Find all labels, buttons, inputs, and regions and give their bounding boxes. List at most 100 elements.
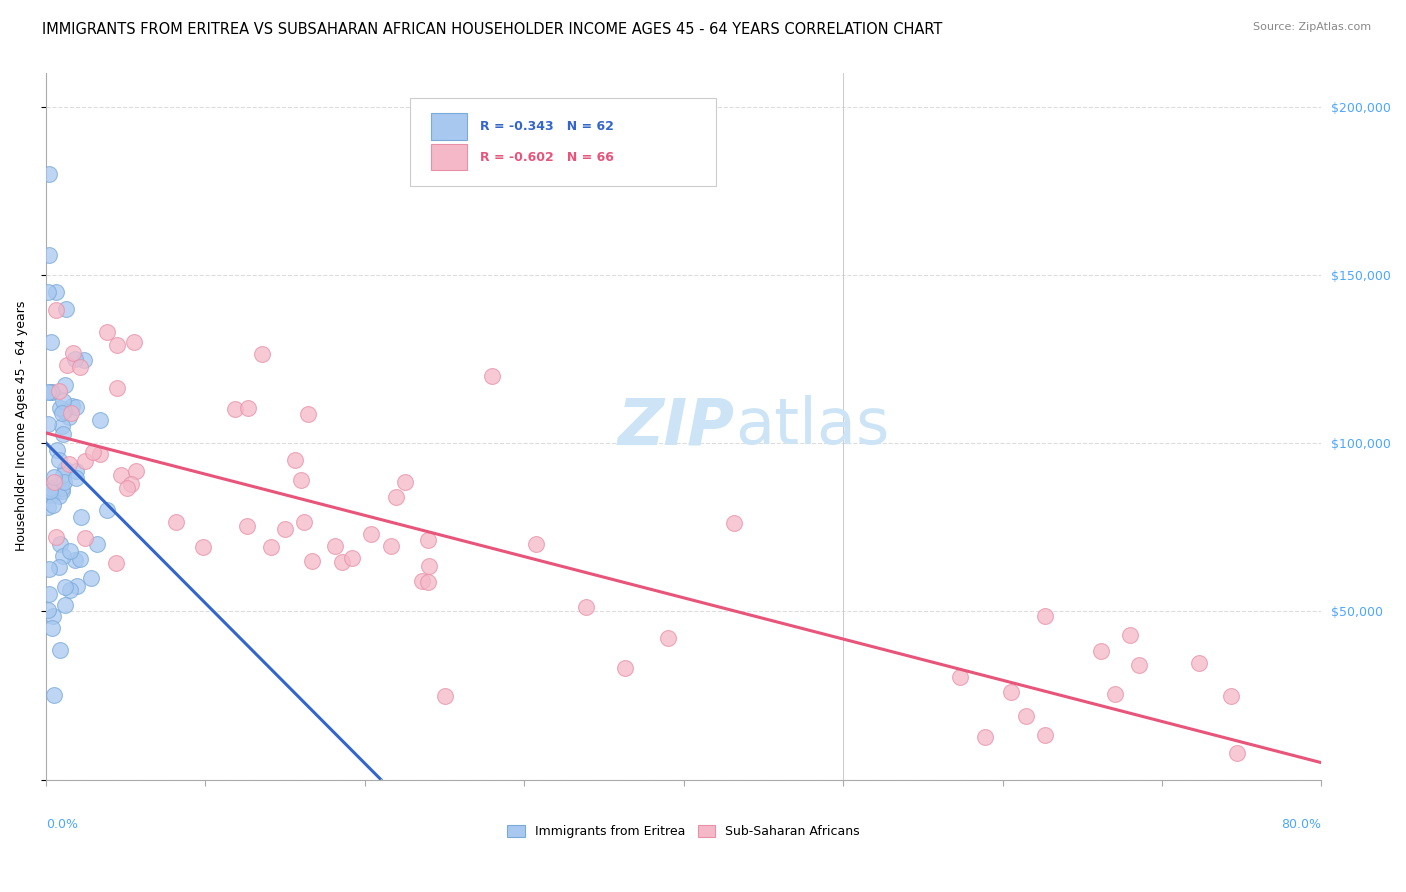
Point: [125, 464, 148, 478]
Text: ZIP: ZIP: [617, 395, 735, 458]
Point: [51, 418, 73, 433]
Point: [55, 580, 77, 594]
Text: Source: ZipAtlas.com: Source: ZipAtlas.com: [1253, 22, 1371, 32]
Point: [63, 351, 86, 366]
Point: [58, 409, 80, 424]
Point: [574, 600, 596, 615]
Point: [45, 530, 67, 544]
Point: [48, 559, 70, 574]
Point: [62, 345, 84, 359]
Point: [45, 303, 67, 318]
Point: [122, 335, 145, 350]
Point: [1220, 689, 1243, 703]
Point: [165, 516, 187, 530]
Point: [524, 536, 547, 550]
Point: [973, 731, 995, 745]
Point: [59, 582, 82, 597]
Point: [49, 643, 72, 657]
Point: [41, 488, 63, 502]
Point: [38, 587, 60, 601]
Point: [41, 621, 63, 635]
Point: [481, 368, 503, 383]
Point: [723, 516, 745, 530]
Point: [37, 417, 59, 431]
Point: [51, 482, 73, 496]
Text: 80.0%: 80.0%: [1281, 818, 1322, 831]
Bar: [432, 144, 467, 170]
Point: [80, 571, 103, 585]
Point: [120, 476, 142, 491]
Point: [86, 537, 108, 551]
Point: [284, 453, 307, 467]
Point: [1033, 609, 1056, 624]
Point: [70, 510, 93, 524]
Point: [1033, 728, 1056, 742]
Point: [301, 554, 323, 568]
Point: [42, 498, 65, 512]
Point: [52, 549, 75, 564]
Point: [48, 453, 70, 467]
Point: [49, 537, 72, 551]
Point: [73, 531, 96, 545]
Point: [418, 558, 440, 573]
Point: [49, 401, 72, 415]
Point: [53, 461, 76, 475]
Point: [51, 406, 73, 420]
Point: [385, 490, 408, 504]
Text: R = -0.602   N = 66: R = -0.602 N = 66: [479, 151, 613, 163]
Point: [394, 475, 416, 489]
Point: [52, 404, 75, 418]
Point: [39, 483, 62, 498]
Point: [65, 579, 87, 593]
Point: [104, 556, 127, 570]
Point: [96, 503, 118, 517]
Point: [38, 487, 60, 501]
Point: [238, 401, 260, 416]
Point: [59, 543, 82, 558]
Point: [82, 444, 104, 458]
Point: [117, 481, 139, 495]
Point: [37, 384, 59, 399]
Point: [1128, 657, 1150, 672]
Point: [55, 302, 77, 317]
Point: [69, 552, 91, 566]
Point: [96, 326, 118, 340]
Point: [1188, 656, 1211, 670]
Text: R = -0.343   N = 62: R = -0.343 N = 62: [479, 120, 613, 133]
Point: [274, 522, 297, 536]
Legend: Immigrants from Eritrea, Sub-Saharan Africans: Immigrants from Eritrea, Sub-Saharan Afr…: [502, 820, 865, 843]
Point: [52, 467, 75, 482]
Point: [105, 338, 128, 352]
Point: [1226, 746, 1249, 760]
Point: [45, 285, 67, 299]
Point: [260, 540, 283, 554]
Point: [56, 358, 79, 372]
Point: [38, 481, 60, 495]
Point: [292, 515, 315, 529]
Point: [39, 335, 62, 350]
Point: [73, 352, 96, 367]
Point: [250, 347, 273, 361]
Point: [73, 454, 96, 468]
Point: [1000, 684, 1022, 698]
Point: [52, 475, 75, 489]
Point: [46, 442, 69, 457]
Point: [110, 467, 132, 482]
Point: [41, 385, 63, 400]
Text: IMMIGRANTS FROM ERITREA VS SUBSAHARAN AFRICAN HOUSEHOLDER INCOME AGES 45 - 64 YE: IMMIGRANTS FROM ERITREA VS SUBSAHARAN AF…: [42, 22, 942, 37]
Point: [42, 689, 65, 703]
Point: [42, 469, 65, 483]
Point: [38, 247, 60, 261]
Point: [89, 413, 111, 427]
Point: [330, 555, 353, 569]
Point: [418, 533, 440, 547]
Point: [37, 500, 59, 514]
Point: [411, 574, 433, 588]
Point: [52, 427, 75, 442]
Point: [224, 401, 246, 416]
Point: [1090, 643, 1112, 657]
Point: [38, 167, 60, 181]
Point: [949, 670, 972, 684]
Point: [323, 539, 346, 553]
Point: [236, 519, 259, 533]
